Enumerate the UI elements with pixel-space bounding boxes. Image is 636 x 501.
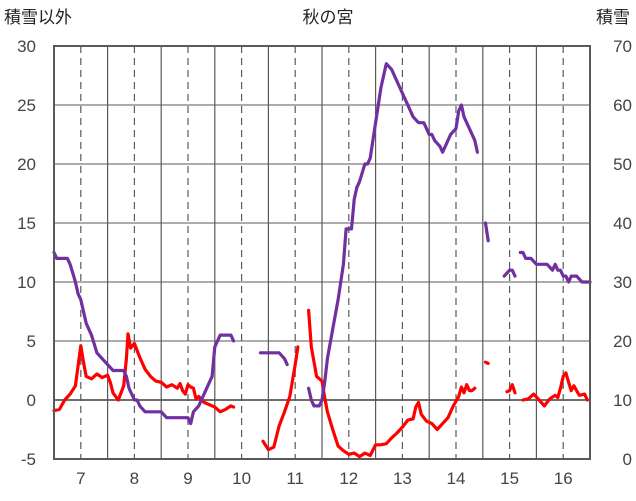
right-tick-label: 40 (613, 214, 632, 233)
x-tick-label: 16 (554, 469, 573, 488)
right-tick-label: 20 (613, 332, 632, 351)
right-axis-series-line (483, 221, 490, 243)
left-tick-label: 20 (17, 155, 36, 174)
left-tick-label: -5 (21, 450, 36, 469)
x-tick-label: 14 (447, 469, 466, 488)
left-axis-series-line (261, 345, 300, 452)
right-tick-label: 50 (613, 155, 632, 174)
right-tick-label: 70 (613, 37, 632, 56)
right-axis-series-line (502, 268, 517, 278)
x-tick-label: 11 (286, 469, 304, 488)
x-tick-label: 10 (232, 469, 251, 488)
left-tick-label: 10 (17, 273, 36, 292)
left-axis-series-line (52, 332, 236, 414)
x-tick-label: 9 (183, 469, 192, 488)
left-tick-label: 15 (17, 214, 36, 233)
right-tick-label: 60 (613, 96, 632, 115)
chart-title: 秋の宮 (303, 8, 354, 28)
right-axis-series-line (307, 62, 479, 408)
x-tick-label: 15 (500, 469, 519, 488)
left-tick-label: 30 (17, 37, 36, 56)
left-y-axis: -5 0 5 10 15 20 25 30 (17, 37, 36, 469)
left-axis-series-line (307, 308, 477, 459)
right-y-axis: 0 10 20 30 40 50 60 70 (613, 37, 632, 469)
right-tick-label: 30 (613, 273, 632, 292)
right-tick-label: 10 (613, 391, 632, 410)
x-axis: 7 8 9 10 11 12 13 14 15 16 (76, 469, 573, 488)
chart-series (52, 62, 592, 459)
left-tick-label: 0 (27, 391, 36, 410)
right-axis-series-line (518, 250, 592, 284)
x-tick-label: 12 (339, 469, 358, 488)
left-axis-series-line (483, 360, 490, 365)
left-axis-series-line (505, 383, 517, 395)
left-axis-label: 積雪以外 (4, 8, 72, 28)
x-tick-label: 8 (130, 469, 139, 488)
x-tick-label: 13 (393, 469, 412, 488)
left-axis-series-line (521, 371, 589, 408)
plot-frame (53, 45, 591, 460)
left-tick-label: 25 (17, 96, 36, 115)
x-tick-label: 7 (76, 469, 85, 488)
left-tick-label: 5 (27, 332, 36, 351)
right-tick-label: 0 (623, 450, 632, 469)
right-axis-series-line (258, 351, 289, 367)
right-axis-series-line (52, 250, 236, 426)
right-axis-label: 積雪 (596, 8, 630, 28)
